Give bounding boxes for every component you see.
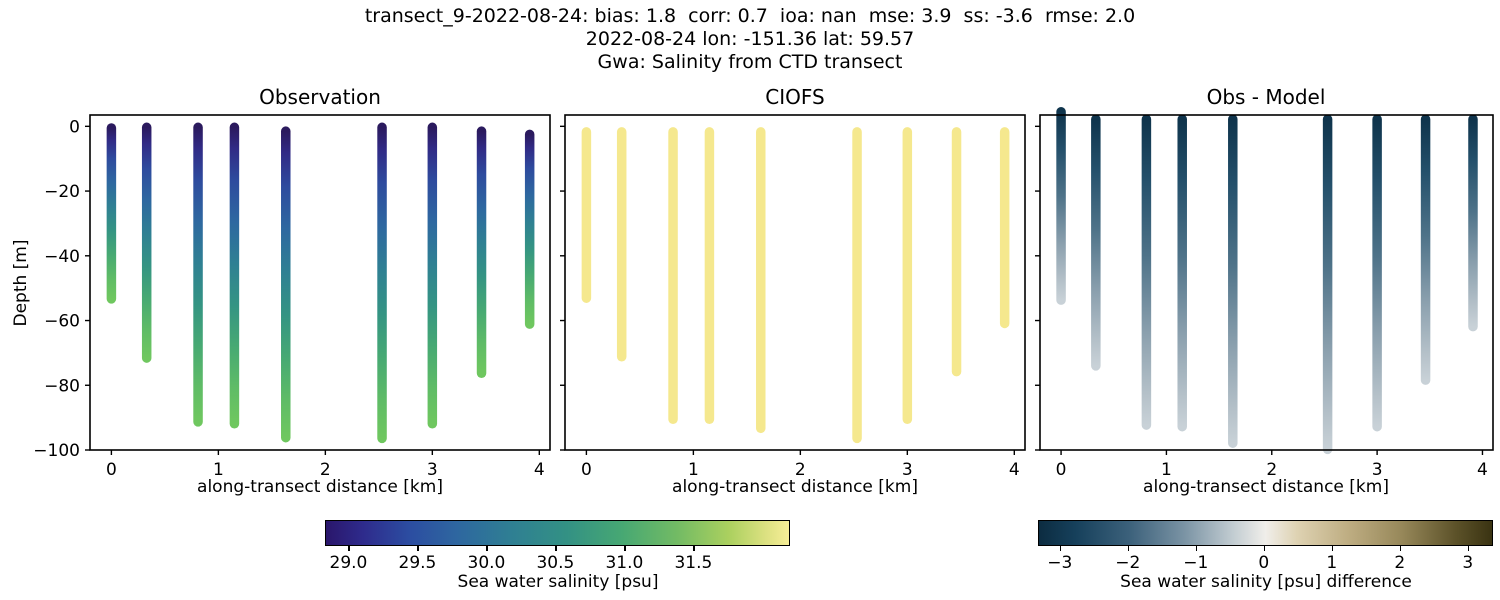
colorbar-label-difference: Sea water salinity [psu] difference [1120,572,1412,592]
x-tick-label: 0 [106,460,117,480]
colorbar-tick-label: 31.0 [605,553,644,573]
y-tick-label: −20 [44,182,80,202]
x-tick-label: 0 [1056,460,1067,480]
x-tick-label: 1 [213,460,224,480]
colorbar-tick-label: 2 [1394,553,1406,573]
axes-border [89,114,551,451]
plot-panel-2: 0 1 2 3 4 [1035,107,1494,480]
x-tick-label: 4 [534,460,545,480]
x-tick-label: 2 [320,460,331,480]
colorbar-tick-label: 3 [1462,553,1474,573]
colorbar-tick-label: −2 [1115,553,1141,573]
x-axis-label-observation: along-transect distance [km] [197,477,443,497]
colorbar-tick-label: 0 [1258,553,1270,573]
colorbar-tick-label: 31.5 [674,553,713,573]
colorbar-tick [555,546,557,551]
colorbar-tick [1467,546,1470,551]
plot-panel-1: 0 1 2 3 4 [560,114,1026,480]
panel-title-observation: Observation [259,85,381,109]
figure-title-line-3: Gwa: Salinity from CTD transect [597,51,903,73]
x-tick-label: 3 [1372,460,1383,480]
colorbar-tick-label: −3 [1047,553,1073,573]
x-tick-label: 2 [1266,460,1277,480]
figure-title-line-2: 2022-08-24 lon: -151.36 lat: 59.57 [585,28,915,50]
axes-border [564,114,1026,451]
x-tick-label: 4 [1009,460,1020,480]
colorbar-tick [624,546,626,551]
y-tick-label: −60 [44,312,80,332]
colorbar-tick-label: 30.0 [467,553,506,573]
colorbar-tick [1263,546,1266,551]
x-tick-label: 0 [581,460,592,480]
plot-panel-0: 0 1 2 3 4 0 −20 −40 −60 −80 −100 [33,114,551,480]
colorbar-tick [1399,546,1402,551]
x-axis-label-obs-model: along-transect distance [km] [1143,477,1389,497]
colorbar-1 [1038,520,1493,546]
x-tick-label: 2 [795,460,806,480]
colorbar-tick [1195,546,1198,551]
colorbar-tick-label: 30.5 [536,553,575,573]
colorbar-0 [325,520,790,546]
colorbar-tick [417,546,419,551]
x-tick-label: 3 [427,460,438,480]
panel-title-ciofs: CIOFS [765,85,825,109]
colorbar-tick [693,546,695,551]
panel-title-obs-model: Obs - Model [1206,85,1326,109]
x-tick-label: 3 [902,460,913,480]
colorbar-tick-label: −1 [1183,553,1209,573]
colorbar-tick-label: 29.5 [398,553,437,573]
colorbar-tick [348,546,350,551]
x-axis-label-ciofs: along-transect distance [km] [672,477,918,497]
colorbar-tick [1059,546,1062,551]
figure-title-line-1: transect_9-2022-08-24: bias: 1.8 corr: 0… [364,5,1136,27]
x-tick-label: 1 [1161,460,1172,480]
colorbar-tick [486,546,488,551]
colorbar-tick-label: 29.0 [329,553,368,573]
y-tick-label: −40 [44,247,80,267]
y-tick-label: −100 [33,441,80,461]
colorbar-tick [1127,546,1130,551]
axes-border [1039,114,1494,451]
colorbar-label-salinity: Sea water salinity [psu] [457,572,659,592]
colorbar-tick [1331,546,1334,551]
x-tick-label: 4 [1477,460,1488,480]
x-tick-label: 1 [688,460,699,480]
y-tick-label: −80 [44,376,80,396]
colorbar-tick-label: 1 [1326,553,1338,573]
y-tick-label: 0 [69,117,80,137]
